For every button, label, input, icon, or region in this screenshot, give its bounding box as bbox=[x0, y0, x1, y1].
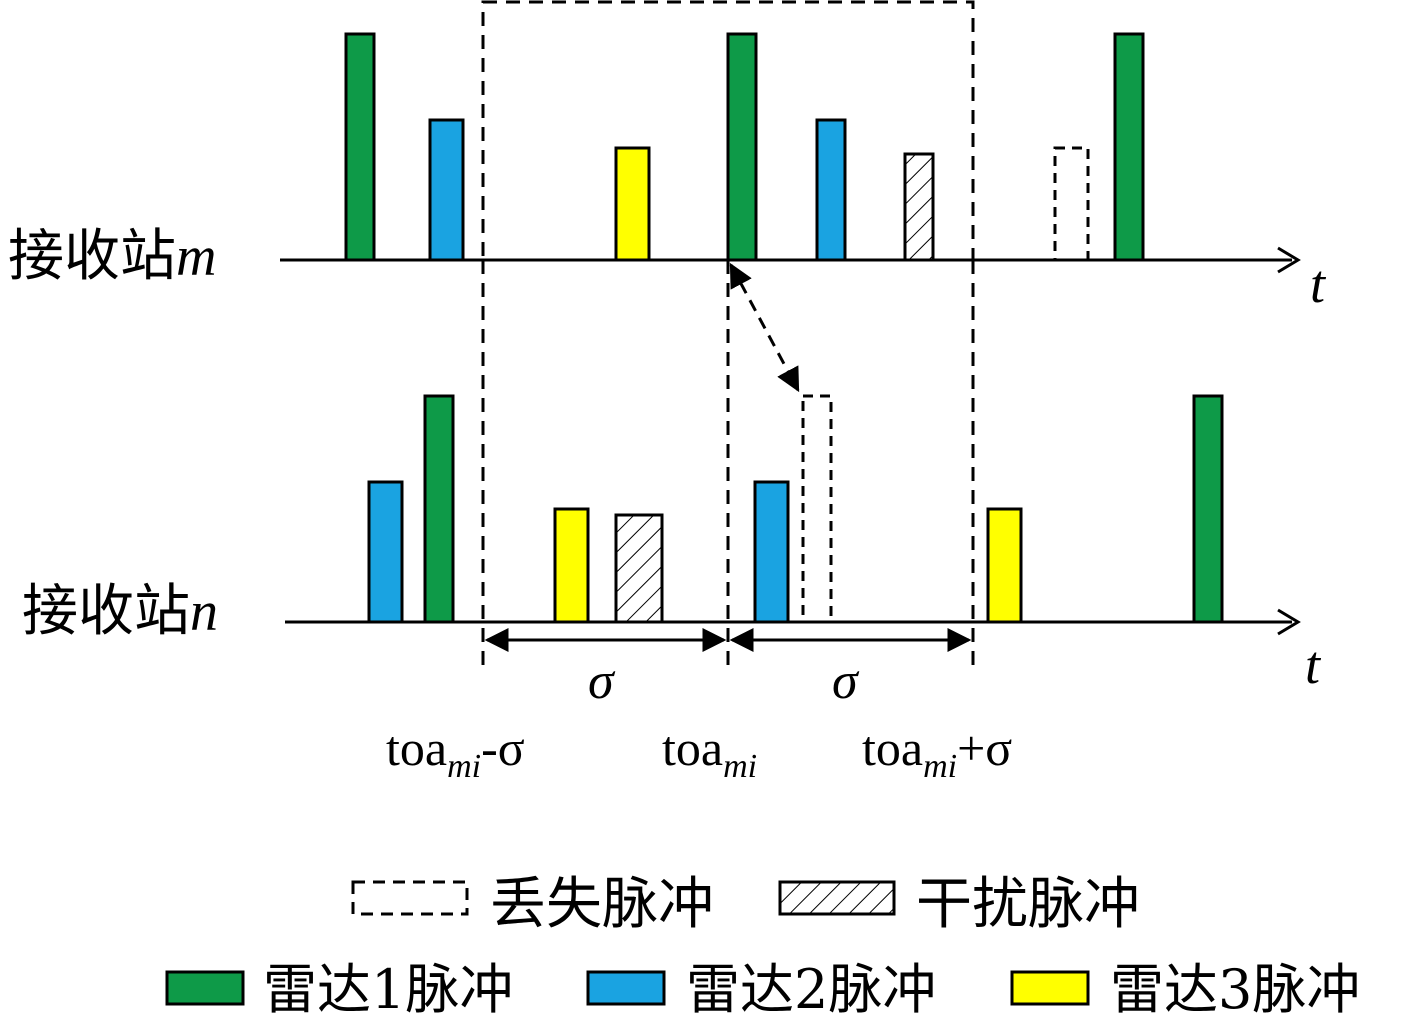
legend-radar2-label: 雷达2脉冲 bbox=[686, 958, 936, 1021]
legend-radar1-label: 雷达1脉冲 bbox=[263, 958, 513, 1021]
legend-radar1-swatch bbox=[165, 970, 245, 1006]
pulse-m-radar2-b bbox=[815, 118, 847, 262]
toa-plus-sigma-label: toami+σ bbox=[862, 720, 1012, 785]
legend-interference-label: 干扰脉冲 bbox=[916, 872, 1140, 937]
legend-missing-label: 丢失脉冲 bbox=[490, 872, 714, 937]
pulse-n-missing bbox=[801, 394, 833, 624]
station-m-pulses bbox=[344, 32, 1145, 262]
pulse-n-radar2-b bbox=[753, 480, 790, 624]
legend-radar2-swatch bbox=[586, 970, 666, 1006]
pulse-n-radar3-b bbox=[986, 507, 1023, 624]
pulse-m-radar3-a bbox=[614, 146, 651, 262]
legend-radar3-swatch bbox=[1010, 970, 1090, 1006]
legend: 丢失脉冲 干扰脉冲 雷达1脉冲 雷达2脉冲 雷达3脉冲 bbox=[165, 872, 1360, 1021]
pulse-m-radar1-c bbox=[1113, 32, 1145, 262]
pulse-n-radar2-a bbox=[367, 480, 404, 624]
pulse-n-radar3-a bbox=[553, 507, 590, 624]
sigma-right-label: σ bbox=[832, 653, 860, 710]
axis-n-t-label: t bbox=[1305, 635, 1322, 695]
station-n-label: 接收站n bbox=[22, 579, 218, 644]
axis-m-arrow-icon bbox=[1277, 246, 1301, 274]
pulse-m-interference bbox=[903, 152, 935, 262]
toa-minus-sigma-label: toami-σ bbox=[386, 720, 525, 785]
pulse-n-interference bbox=[614, 513, 664, 624]
pulse-m-radar1-b bbox=[726, 32, 758, 262]
station-n-pulses bbox=[367, 394, 1224, 624]
pulse-n-radar1-a bbox=[423, 394, 455, 624]
station-m-label: 接收站m bbox=[8, 224, 216, 289]
axis-n-arrow-icon bbox=[1277, 608, 1301, 636]
legend-missing-swatch bbox=[351, 880, 469, 916]
pulse-m-missing bbox=[1053, 146, 1090, 262]
legend-radar3-label: 雷达3脉冲 bbox=[1110, 958, 1360, 1021]
legend-interference-swatch bbox=[778, 880, 896, 916]
correspondence-arrow bbox=[729, 262, 800, 393]
toa-center-label: toami bbox=[662, 720, 757, 785]
axis-m-t-label: t bbox=[1310, 254, 1327, 314]
pulse-m-radar1-a bbox=[344, 32, 376, 262]
sigma-left-label: σ bbox=[588, 653, 616, 710]
pulse-m-radar2-a bbox=[428, 118, 465, 262]
pulse-n-radar1-b bbox=[1192, 394, 1224, 624]
